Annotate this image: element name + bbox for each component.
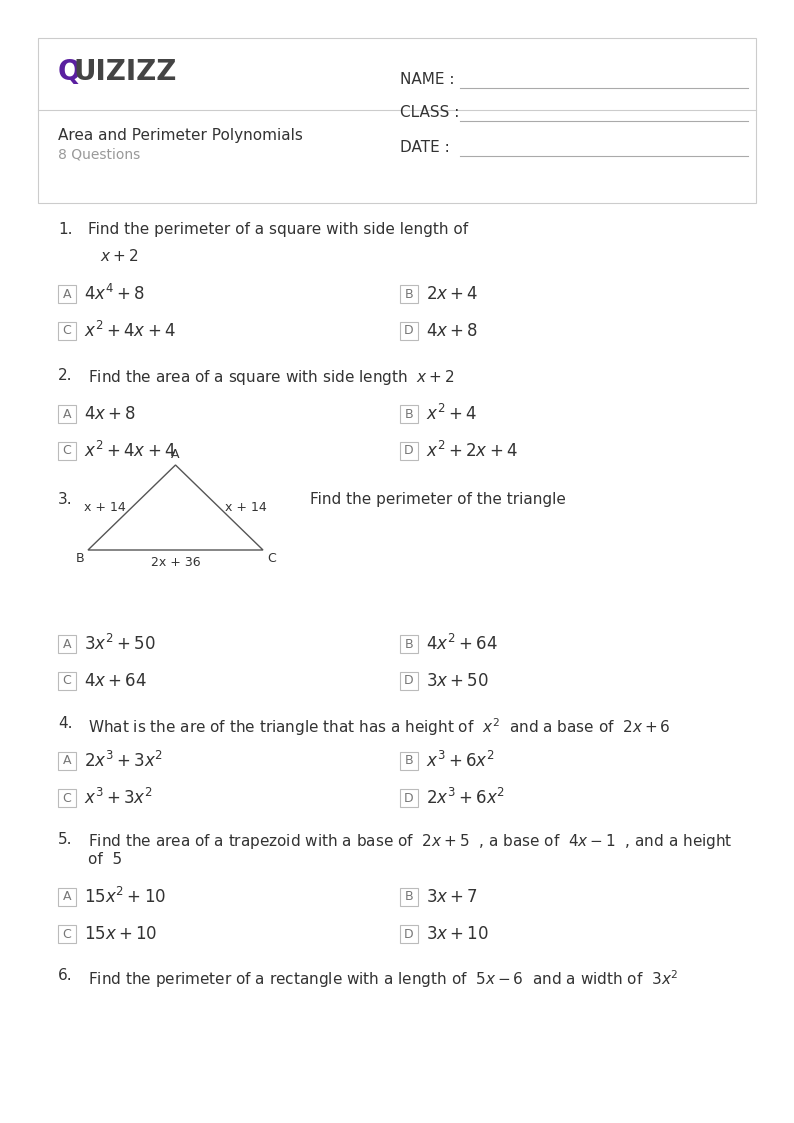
Text: $x^3 + 3x^2$: $x^3 + 3x^2$ bbox=[84, 788, 153, 809]
Text: $x^2 + 4x + 4$: $x^2 + 4x + 4$ bbox=[84, 321, 175, 341]
FancyBboxPatch shape bbox=[400, 634, 418, 652]
FancyBboxPatch shape bbox=[58, 888, 76, 906]
FancyBboxPatch shape bbox=[400, 888, 418, 906]
Text: $2x^3 + 3x^2$: $2x^3 + 3x^2$ bbox=[84, 751, 163, 772]
Text: 1.: 1. bbox=[58, 222, 72, 237]
Text: A: A bbox=[63, 755, 71, 767]
Text: 5.: 5. bbox=[58, 832, 72, 847]
Text: Find the perimeter of a rectangle with a length of  $5x - 6$  and a width of  $3: Find the perimeter of a rectangle with a… bbox=[88, 968, 679, 989]
Text: C: C bbox=[63, 675, 71, 687]
Text: $2x^3 + 6x^2$: $2x^3 + 6x^2$ bbox=[426, 788, 505, 809]
FancyBboxPatch shape bbox=[58, 672, 76, 690]
FancyBboxPatch shape bbox=[58, 789, 76, 807]
Text: $4x + 64$: $4x + 64$ bbox=[84, 672, 147, 690]
Text: C: C bbox=[63, 445, 71, 457]
Text: B: B bbox=[405, 638, 414, 650]
Text: C: C bbox=[63, 325, 71, 338]
Text: Find the area of a square with side length  $x + 2$: Find the area of a square with side leng… bbox=[88, 368, 455, 387]
Text: D: D bbox=[404, 445, 414, 457]
Text: D: D bbox=[404, 928, 414, 940]
Text: Find the perimeter of the triangle: Find the perimeter of the triangle bbox=[310, 492, 566, 506]
Text: 2.: 2. bbox=[58, 368, 72, 383]
Text: $x^2 + 2x + 4$: $x^2 + 2x + 4$ bbox=[426, 441, 518, 462]
Text: of  5: of 5 bbox=[88, 852, 122, 867]
FancyBboxPatch shape bbox=[58, 634, 76, 652]
Text: $3x + 50$: $3x + 50$ bbox=[426, 672, 489, 690]
Text: 4.: 4. bbox=[58, 716, 72, 731]
Text: CLASS :: CLASS : bbox=[400, 104, 460, 120]
Text: B: B bbox=[75, 553, 84, 565]
Text: Area and Perimeter Polynomials: Area and Perimeter Polynomials bbox=[58, 128, 303, 143]
Text: A: A bbox=[63, 408, 71, 420]
Text: x + 14: x + 14 bbox=[225, 501, 267, 514]
Text: B: B bbox=[405, 287, 414, 301]
Text: $x^2 + 4$: $x^2 + 4$ bbox=[426, 404, 477, 424]
Text: $4x + 8$: $4x + 8$ bbox=[84, 405, 136, 423]
Text: C: C bbox=[267, 553, 276, 565]
FancyBboxPatch shape bbox=[400, 925, 418, 943]
Text: UIZIZZ: UIZIZZ bbox=[73, 58, 176, 86]
Text: NAME :: NAME : bbox=[400, 72, 454, 86]
Text: Find the area of a trapezoid with a base of  $2x + 5$  , a base of  $4x - 1$  , : Find the area of a trapezoid with a base… bbox=[88, 832, 733, 851]
Text: $4x + 8$: $4x + 8$ bbox=[426, 322, 478, 340]
Text: B: B bbox=[405, 755, 414, 767]
Text: D: D bbox=[404, 325, 414, 338]
Text: $x + 2$: $x + 2$ bbox=[100, 248, 138, 264]
Text: $x^3 + 6x^2$: $x^3 + 6x^2$ bbox=[426, 751, 495, 772]
FancyBboxPatch shape bbox=[58, 322, 76, 340]
Text: $2x + 4$: $2x + 4$ bbox=[426, 285, 479, 303]
Text: D: D bbox=[404, 675, 414, 687]
Text: 8 Questions: 8 Questions bbox=[58, 148, 141, 162]
FancyBboxPatch shape bbox=[58, 925, 76, 943]
FancyBboxPatch shape bbox=[58, 442, 76, 460]
Text: Find the perimeter of a square with side length of: Find the perimeter of a square with side… bbox=[88, 222, 468, 237]
Text: $15x^2 + 10$: $15x^2 + 10$ bbox=[84, 887, 166, 907]
Text: $3x + 7$: $3x + 7$ bbox=[426, 888, 478, 906]
Text: What is the are of the triangle that has a height of  $x^2$  and a base of  $2x : What is the are of the triangle that has… bbox=[88, 716, 671, 738]
FancyBboxPatch shape bbox=[58, 285, 76, 303]
FancyBboxPatch shape bbox=[58, 405, 76, 423]
Text: A: A bbox=[63, 891, 71, 904]
Text: 6.: 6. bbox=[58, 968, 72, 983]
Text: A: A bbox=[63, 287, 71, 301]
FancyBboxPatch shape bbox=[38, 38, 756, 203]
FancyBboxPatch shape bbox=[400, 442, 418, 460]
Text: x + 14: x + 14 bbox=[84, 501, 125, 514]
Text: $4x^4 + 8$: $4x^4 + 8$ bbox=[84, 284, 145, 304]
FancyBboxPatch shape bbox=[400, 752, 418, 770]
Text: B: B bbox=[405, 891, 414, 904]
Text: 3.: 3. bbox=[58, 492, 72, 506]
Text: A: A bbox=[63, 638, 71, 650]
Text: C: C bbox=[63, 792, 71, 804]
Text: $15x + 10$: $15x + 10$ bbox=[84, 925, 157, 943]
FancyBboxPatch shape bbox=[400, 285, 418, 303]
FancyBboxPatch shape bbox=[400, 672, 418, 690]
Text: $3x + 10$: $3x + 10$ bbox=[426, 925, 489, 943]
FancyBboxPatch shape bbox=[58, 752, 76, 770]
Text: 2x + 36: 2x + 36 bbox=[151, 556, 200, 569]
Text: $x^2 + 4x + 4$: $x^2 + 4x + 4$ bbox=[84, 441, 175, 462]
Text: $4x^2 + 64$: $4x^2 + 64$ bbox=[426, 634, 498, 654]
Text: B: B bbox=[405, 408, 414, 420]
Text: Q: Q bbox=[58, 58, 82, 86]
FancyBboxPatch shape bbox=[400, 789, 418, 807]
Text: C: C bbox=[63, 928, 71, 940]
FancyBboxPatch shape bbox=[400, 405, 418, 423]
Text: D: D bbox=[404, 792, 414, 804]
Text: DATE :: DATE : bbox=[400, 140, 449, 155]
Text: $3x^2 + 50$: $3x^2 + 50$ bbox=[84, 634, 156, 654]
Text: A: A bbox=[172, 448, 179, 462]
FancyBboxPatch shape bbox=[400, 322, 418, 340]
